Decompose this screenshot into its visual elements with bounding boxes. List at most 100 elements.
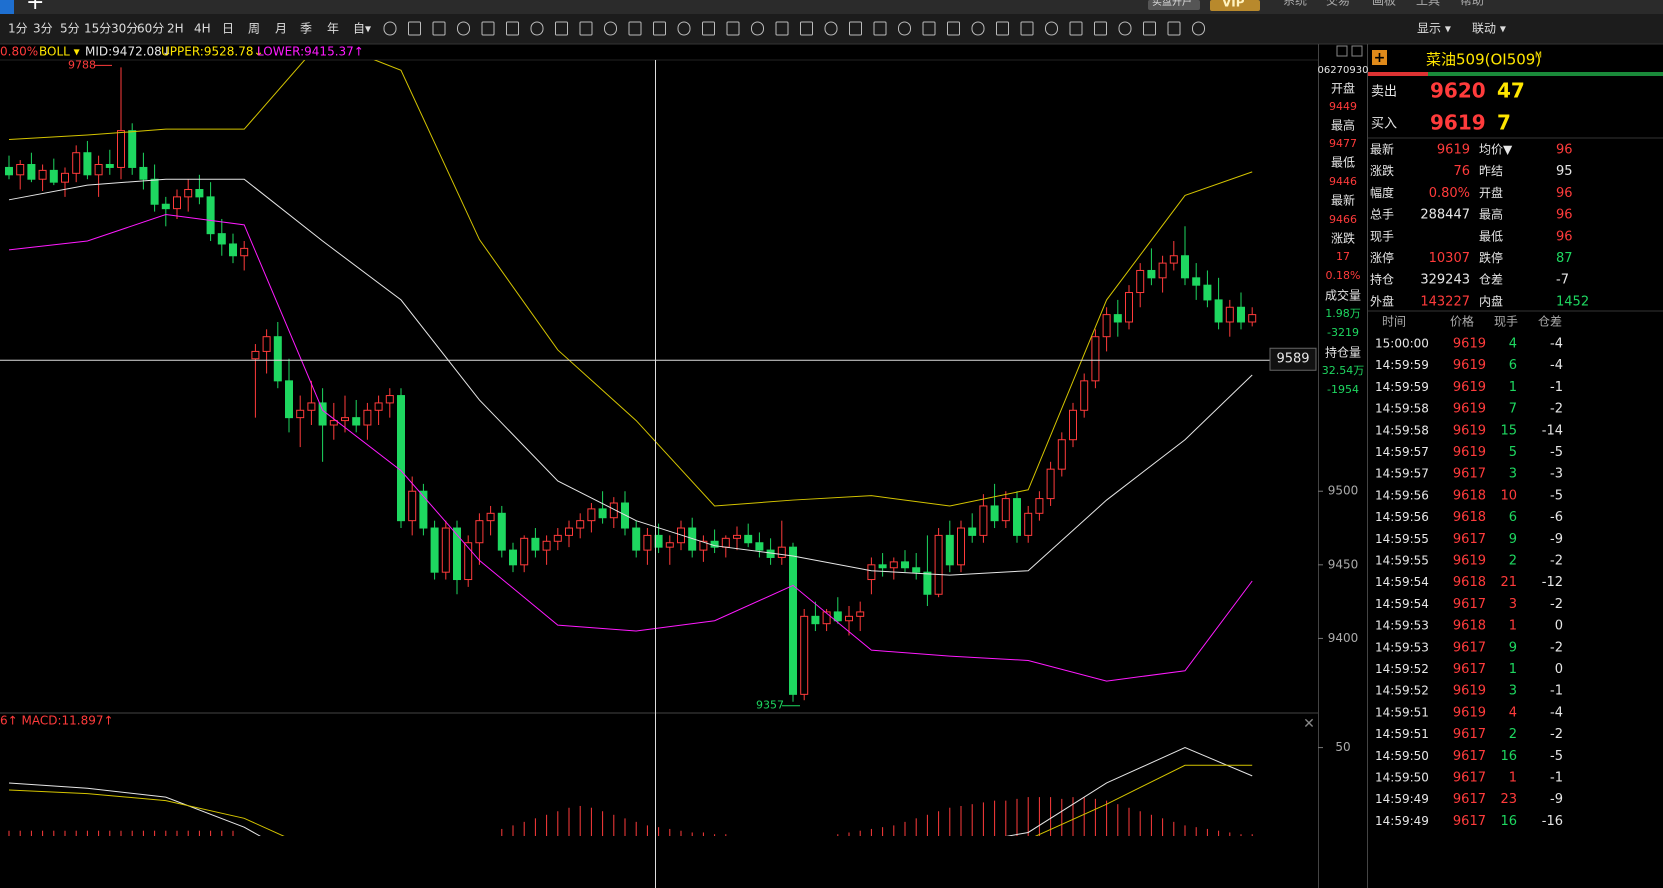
tool-icon[interactable]: [1167, 21, 1181, 36]
candles: [5, 60, 1257, 702]
tool-icon[interactable]: [824, 21, 838, 36]
candle-body: [329, 420, 338, 426]
tool-icon[interactable]: [1045, 21, 1058, 36]
macd-pane: [8, 747, 1253, 836]
trade-time: 14:59:54: [1375, 575, 1429, 589]
trade-time: 14:59:56: [1375, 488, 1429, 502]
period-tab[interactable]: 季: [300, 22, 312, 36]
period-tab[interactable]: 4H: [194, 22, 211, 36]
candle-body: [889, 561, 898, 569]
candle-body: [1214, 299, 1223, 323]
tool-icon[interactable]: [628, 21, 642, 36]
tool-icon[interactable]: [432, 21, 446, 36]
candle-body: [542, 540, 551, 551]
candle-body: [240, 247, 249, 257]
candle-body: [173, 196, 181, 210]
tool-icon[interactable]: [383, 21, 397, 36]
menu-item[interactable]: 画板: [1372, 0, 1396, 8]
tool-icon[interactable]: [775, 21, 789, 36]
trade-time: 14:59:49: [1375, 814, 1429, 828]
tool-icon[interactable]: [1094, 21, 1107, 36]
trade-volume: 15: [1500, 423, 1517, 438]
period-tab[interactable]: 15分: [84, 22, 111, 36]
period-tab[interactable]: 2H: [167, 22, 184, 36]
candle-body: [632, 527, 641, 551]
candle-body: [777, 546, 786, 558]
candle-body: [1225, 306, 1234, 323]
link-menu[interactable]: 联动 ▾: [1472, 22, 1506, 36]
trade-oi-change: -9: [1550, 792, 1563, 807]
tool-icon[interactable]: [457, 21, 470, 36]
tool-icon[interactable]: [702, 21, 715, 36]
vip-button[interactable]: [1210, 0, 1260, 11]
candle-body: [867, 564, 876, 581]
menu-item[interactable]: 交易: [1326, 0, 1350, 8]
trade-oi-change: -4: [1550, 337, 1563, 352]
tool-icon[interactable]: [800, 21, 813, 36]
low-annotation: 9357: [756, 699, 784, 712]
ask-volume: 47: [1497, 79, 1525, 103]
display-menu[interactable]: 显示 ▾: [1417, 22, 1451, 36]
candle-body: [553, 534, 562, 542]
tool-icon[interactable]: [1192, 21, 1205, 36]
tool-icon[interactable]: [873, 21, 887, 36]
menu-item[interactable]: 帮助: [1460, 0, 1484, 8]
tool-icon[interactable]: [922, 21, 936, 36]
panel-icon[interactable]: [1351, 45, 1363, 57]
bid-volume: 7: [1497, 111, 1511, 135]
side-info: 9466: [1329, 213, 1357, 226]
boll-lower-line: [8, 214, 1253, 682]
period-tab[interactable]: 周: [248, 22, 260, 36]
tool-icon[interactable]: [604, 21, 617, 36]
period-tab[interactable]: 5分: [60, 22, 80, 36]
tool-icon[interactable]: [947, 21, 960, 36]
add-icon[interactable]: +: [26, 0, 44, 15]
tool-icon[interactable]: [898, 21, 911, 36]
y-tick-label: 9500: [1328, 484, 1359, 498]
menu-bar: [0, 0, 1663, 14]
menu-item[interactable]: 系统: [1283, 0, 1307, 8]
candle-body: [128, 130, 137, 168]
quote-value: 76: [1453, 164, 1470, 179]
period-tab[interactable]: 60分: [137, 22, 164, 36]
tool-icon[interactable]: [653, 21, 666, 36]
tool-icon[interactable]: [971, 21, 985, 36]
quote-key: 涨停: [1370, 250, 1394, 265]
tool-icon[interactable]: [1069, 21, 1083, 36]
tool-icon[interactable]: [579, 21, 593, 36]
period-tab[interactable]: 1分: [8, 22, 28, 36]
menu-item[interactable]: 工具: [1416, 0, 1440, 8]
tool-icon[interactable]: [751, 21, 764, 36]
add-watch-button[interactable]: [1372, 50, 1387, 65]
trade-time: 14:59:56: [1375, 510, 1429, 524]
tool-icon[interactable]: [849, 21, 862, 36]
tool-icon[interactable]: [677, 21, 691, 36]
candle-body: [273, 336, 282, 382]
period-tab[interactable]: 3分: [33, 22, 53, 36]
tool-icon[interactable]: [726, 21, 740, 36]
open-account-button[interactable]: [1148, 0, 1200, 10]
boll-mid-line: [8, 178, 1253, 576]
candle-body: [565, 527, 573, 536]
candle-body: [385, 395, 394, 404]
quote-value: 0.80%: [1429, 186, 1470, 201]
tool-icon[interactable]: [530, 21, 544, 36]
tool-icon[interactable]: [1020, 21, 1034, 36]
tool-icon[interactable]: [506, 21, 519, 36]
trade-oi-change: -6: [1550, 510, 1563, 525]
period-tab[interactable]: 30分: [111, 22, 138, 36]
period-tab[interactable]: 年: [327, 22, 339, 36]
tool-icon[interactable]: [996, 21, 1009, 36]
tool-icon[interactable]: [481, 21, 495, 36]
tool-icon[interactable]: [555, 21, 568, 36]
period-tab[interactable]: 自▾: [353, 22, 371, 36]
period-tab[interactable]: 月: [275, 22, 287, 36]
close-pane[interactable]: ✕: [1303, 716, 1315, 732]
candle-body: [408, 490, 417, 522]
period-tab[interactable]: 日: [222, 22, 234, 36]
tool-icon[interactable]: [408, 21, 421, 36]
tool-icon[interactable]: [1143, 21, 1156, 36]
quote-key: 开盘: [1479, 185, 1503, 200]
panel-icon[interactable]: [1336, 45, 1348, 57]
tool-icon[interactable]: [1118, 21, 1132, 36]
